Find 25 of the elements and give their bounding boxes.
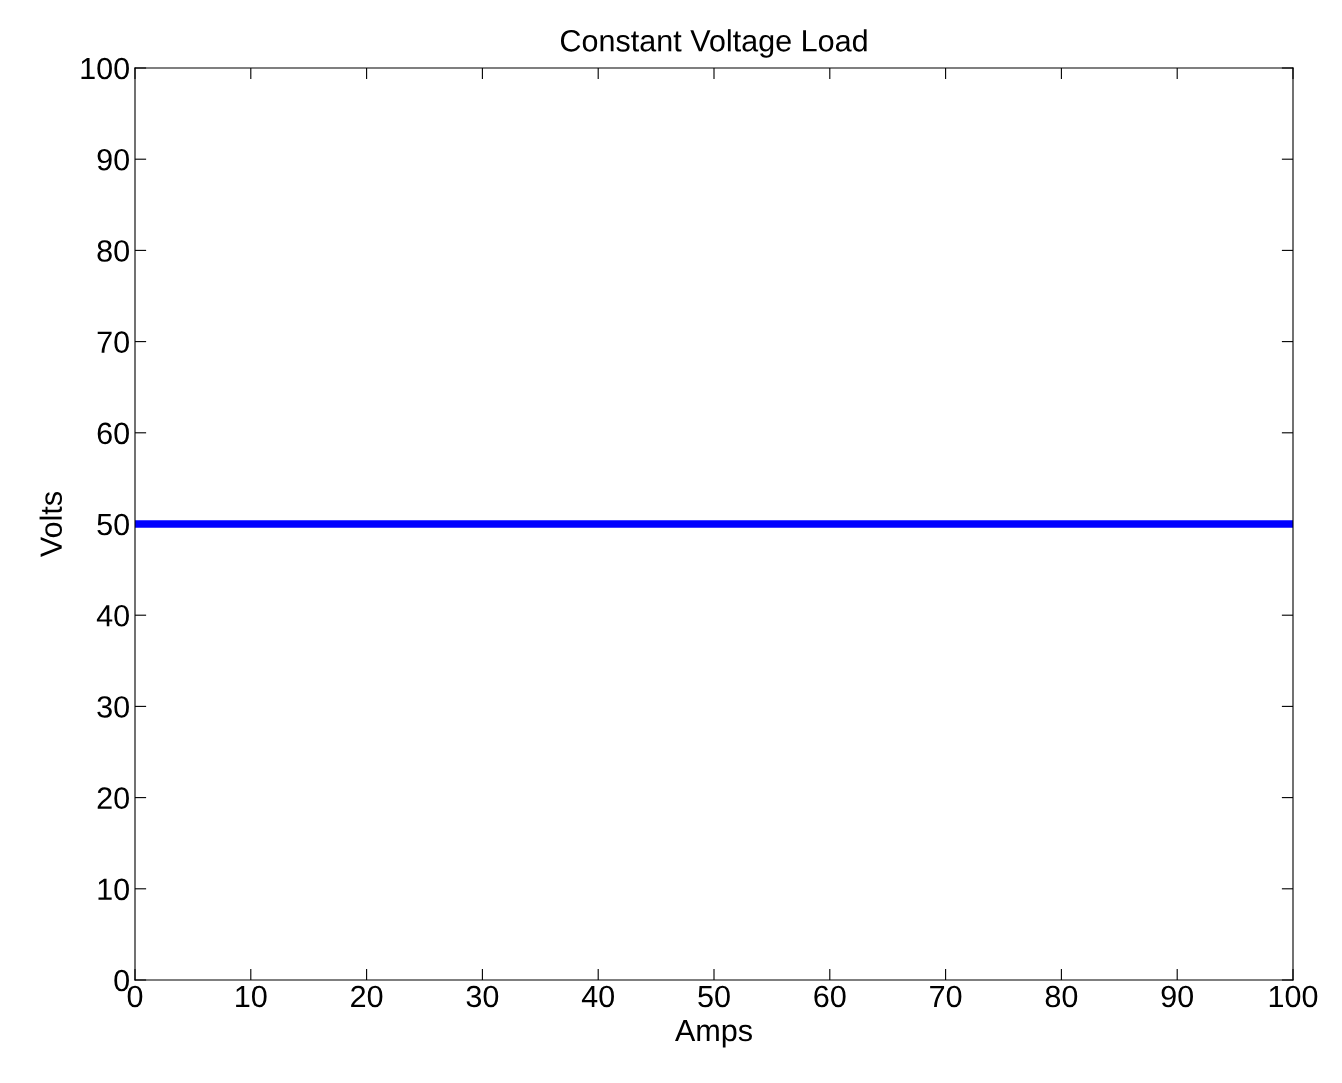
y-tick-label: 100: [81, 57, 129, 80]
x-tick-label: 40: [581, 985, 614, 1008]
y-axis-title: Volts: [39, 491, 63, 557]
x-tick-label: 90: [1161, 985, 1193, 1008]
y-tick-label: 70: [97, 331, 129, 353]
y-tick-label: 90: [97, 148, 129, 171]
y-tick-label: 20: [97, 787, 129, 809]
x-tick-label: 70: [930, 985, 962, 1008]
x-tick-label: 0: [127, 985, 143, 1008]
x-tick-label: 80: [1045, 985, 1078, 1008]
y-tick-label: 60: [97, 422, 129, 445]
y-tick-label: 0: [114, 969, 129, 992]
x-tick-label: 50: [698, 985, 730, 1008]
y-tick-label: 30: [97, 696, 129, 718]
x-tick-label: 10: [236, 985, 267, 1008]
x-tick-label: 60: [814, 985, 846, 1008]
y-tick-label: 40: [96, 604, 129, 627]
y-tick-label: 50: [97, 513, 129, 536]
x-tick-label: 100: [1269, 985, 1318, 1008]
y-tick-label: 80: [97, 240, 129, 262]
x-tick-label: 20: [351, 985, 383, 1008]
chart-title: Constant Voltage Load: [560, 29, 867, 58]
x-tick-label: 30: [466, 985, 499, 1008]
y-tick-label: 10: [98, 878, 129, 901]
x-axis-title: Amps: [675, 1020, 752, 1048]
